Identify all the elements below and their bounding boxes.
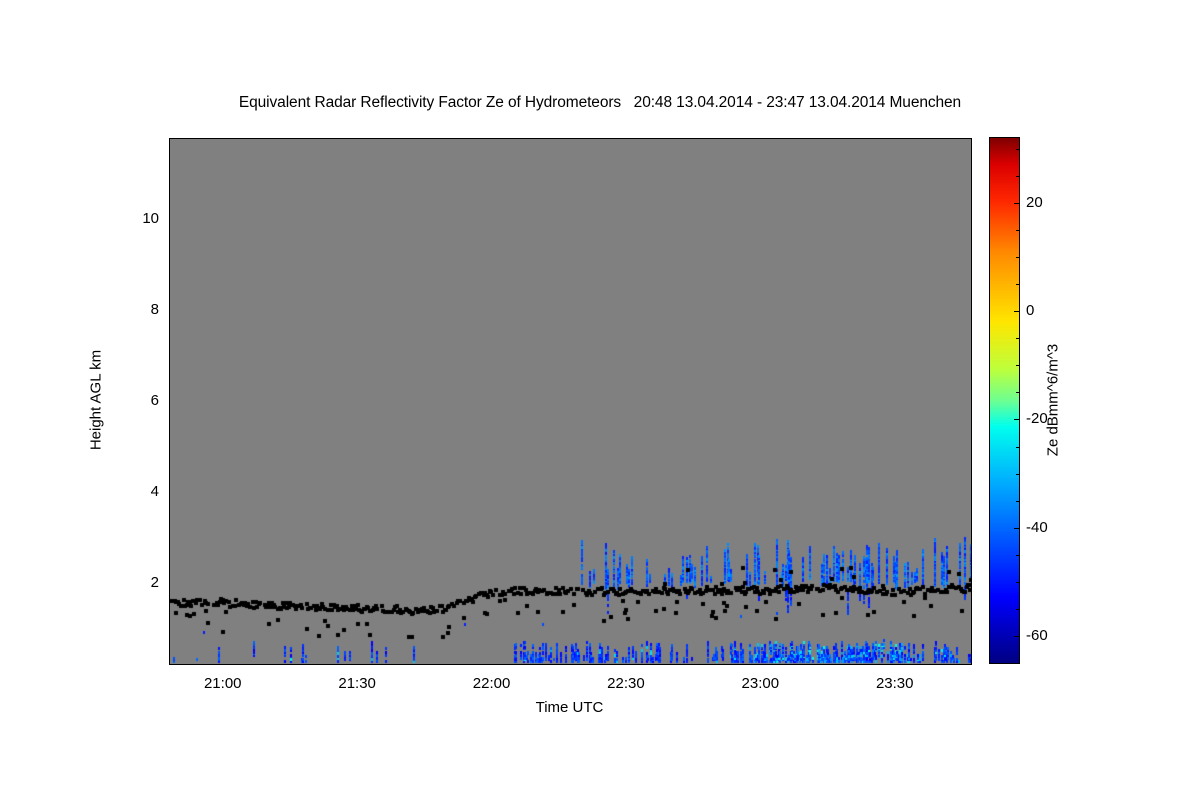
x-axis-major-tick [0,292,1,299]
x-axis-major-tick [0,154,1,161]
colorbar-major-tick [1014,419,1019,420]
x-axis-tick-label: 21:00 [203,675,242,692]
colorbar-gradient [989,137,1020,664]
x-axis-major-tick-top [0,161,1,168]
colorbar-major-tick [1014,528,1019,529]
colorbar-minor-tick [1016,149,1019,150]
colorbar-major-tick [1014,203,1019,204]
colorbar-minor-tick [1016,338,1019,339]
colorbar-minor-tick [1016,582,1019,583]
y-axis-tick-label: 2 [150,573,159,591]
colorbar-tick-label: 20 [1026,193,1043,211]
x-axis-tick-label: 23:00 [741,675,780,692]
colorbar-minor-tick [1016,257,1019,258]
colorbar-minor-tick [1016,663,1019,664]
colorbar-minor-tick [1016,555,1019,556]
x-axis-minor-tick-top [0,318,1,322]
plot-area [169,138,972,665]
y-axis-title: Height AGL km [87,349,105,451]
colorbar-minor-tick [1016,284,1019,285]
x-axis-title: Time UTC [535,699,604,716]
x-axis-major-tick [0,200,1,207]
colorbar-tick-label: 0 [1026,302,1035,320]
x-axis-major-tick [0,246,1,253]
colorbar-major-tick [1014,311,1019,312]
x-axis-major-tick-top [0,299,1,306]
x-axis-major-tick-top [0,253,1,260]
colorbar-minor-tick [1016,392,1019,393]
x-axis-tick-label: 23:30 [875,675,914,692]
x-axis-major-tick-top [0,207,1,214]
x-axis-tick-label: 22:00 [472,675,511,692]
colorbar-minor-tick [1016,230,1019,231]
colorbar-tick-label: -20 [1026,410,1048,428]
colorbar-tick-label: -40 [1026,518,1048,536]
x-axis-tick-label: 22:30 [607,675,645,692]
x-axis-major-tick-top [0,69,1,76]
colorbar-title: Ze dBmm^6/m^3 [1044,343,1062,457]
reflectivity-heatmap-canvas [170,139,971,664]
y-axis-tick-label: 10 [142,209,159,227]
y-axis-tick-label: 4 [150,482,159,500]
colorbar-minor-tick [1016,365,1019,366]
colorbar-minor-tick [1016,609,1019,610]
x-axis-tick-label: 21:30 [338,675,376,692]
colorbar-minor-tick [1016,501,1019,502]
page-title: Equivalent Radar Reflectivity Factor Ze … [238,94,962,111]
y-axis-tick-label: 6 [150,391,159,409]
colorbar-minor-tick [1016,176,1019,177]
colorbar [989,137,1020,664]
colorbar-minor-tick [1016,447,1019,448]
x-axis-major-tick [0,62,1,69]
x-axis-major-tick-top [0,115,1,122]
colorbar-tick-label: -60 [1026,626,1048,644]
colorbar-major-tick [1014,636,1019,637]
y-axis-tick-label: 8 [150,300,159,318]
colorbar-minor-tick [1016,474,1019,475]
